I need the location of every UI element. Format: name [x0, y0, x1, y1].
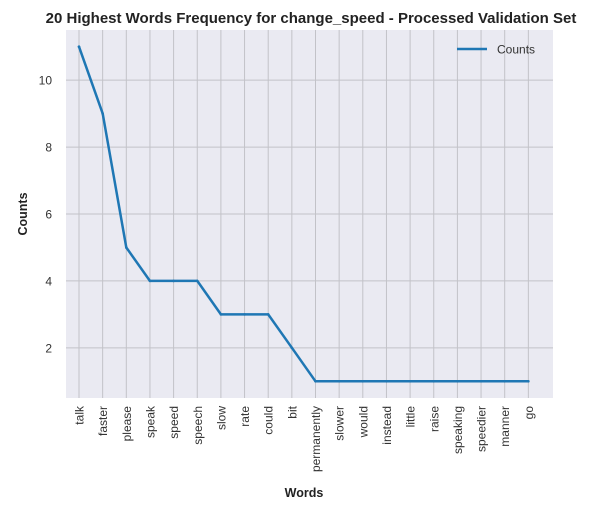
y-tick-label: 2 — [45, 341, 52, 355]
data-point — [290, 346, 294, 350]
data-point — [385, 379, 388, 383]
x-tick-label: speak — [143, 405, 157, 438]
x-tick-label: little — [404, 406, 418, 428]
x-tick-label: bit — [285, 405, 299, 418]
data-point — [172, 279, 175, 283]
x-tick-label: speech — [191, 406, 205, 445]
y-axis-label: Counts — [16, 192, 30, 235]
x-tick-label: speed — [167, 406, 181, 439]
data-point — [101, 112, 104, 115]
x-tick-label: instead — [380, 406, 394, 445]
data-point — [77, 45, 81, 49]
series-line — [77, 45, 530, 383]
x-tick-label: could — [262, 406, 276, 435]
x-axis-label: Words — [285, 486, 324, 500]
y-tick-labels: 2 4 6 8 10 — [39, 74, 53, 356]
data-point — [314, 379, 317, 383]
x-tick-label: go — [522, 406, 536, 420]
x-tick-label: raise — [427, 406, 441, 432]
x-tick-label: would — [356, 406, 370, 438]
data-point — [243, 313, 246, 316]
x-tick-label: permanently — [309, 406, 323, 472]
data-point — [432, 379, 436, 383]
x-tick-labels: talk faster please speak speed speech slow rate… — [73, 405, 536, 472]
x-tick-label: speaking — [451, 406, 465, 454]
series-group — [77, 45, 530, 383]
grid-lines — [66, 30, 553, 398]
x-tick-label: slow — [214, 406, 228, 430]
data-point — [195, 279, 199, 283]
data-point — [456, 379, 459, 383]
x-tick-label: slower — [333, 406, 347, 441]
data-point — [479, 379, 483, 383]
data-point — [266, 313, 270, 316]
data-point — [219, 313, 223, 316]
chart-title: 20 Highest Words Frequency for change_sp… — [46, 10, 577, 27]
x-tick-label: faster — [96, 406, 110, 436]
y-tick-label: 4 — [45, 274, 52, 288]
data-point — [337, 379, 341, 383]
x-tick-label: manner — [498, 406, 512, 447]
data-point — [408, 379, 412, 383]
data-point — [503, 379, 507, 383]
x-tick-label: talk — [73, 405, 87, 425]
data-point — [125, 246, 128, 249]
y-tick-label: 6 — [45, 208, 52, 222]
y-tick-label: 10 — [39, 74, 53, 88]
y-tick-label: 8 — [45, 141, 52, 155]
legend: Counts — [457, 43, 535, 57]
x-tick-label: rate — [238, 406, 252, 427]
x-tick-label: speedier — [475, 406, 489, 452]
data-point — [361, 379, 365, 383]
data-point — [527, 379, 530, 383]
legend-label: Counts — [497, 43, 535, 57]
x-tick-label: please — [120, 406, 134, 442]
data-point — [148, 279, 152, 283]
